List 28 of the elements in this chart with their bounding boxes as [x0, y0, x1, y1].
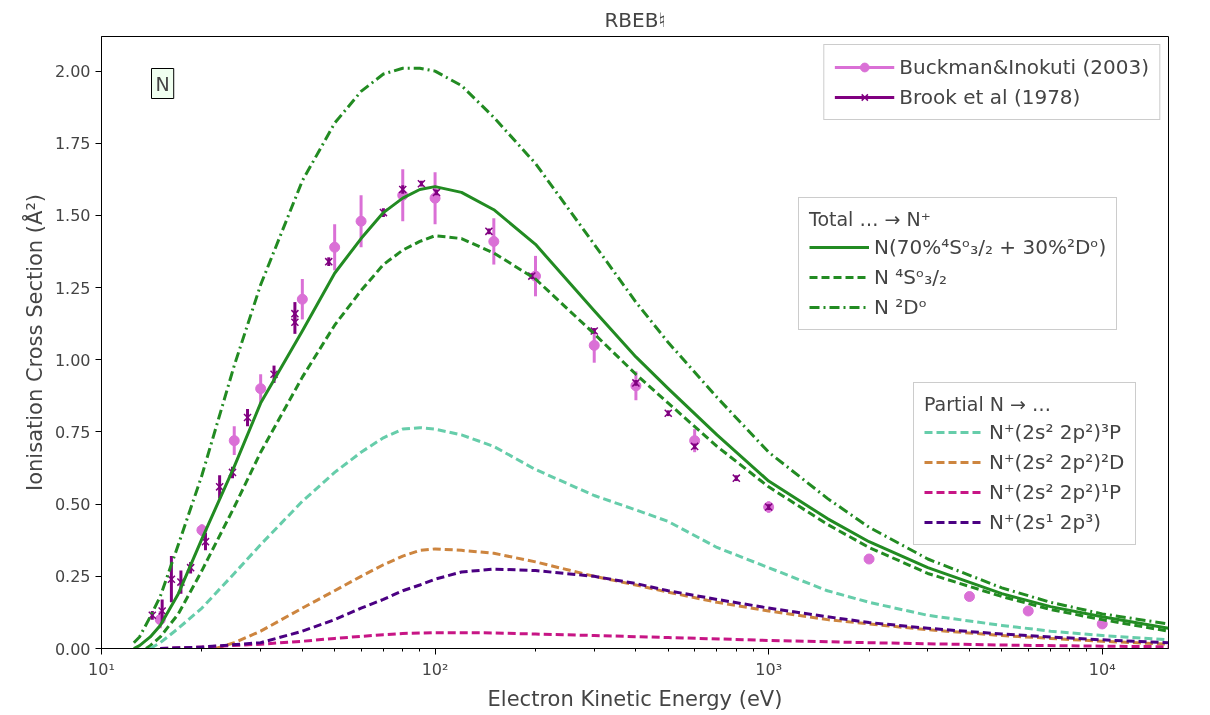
- y-tick-label: 1.00: [54, 350, 91, 370]
- x-tick-label: 10³: [755, 659, 783, 679]
- legend-label: N(70%⁴Sᵒ₃/₂ + 30%²Dᵒ): [874, 235, 1107, 259]
- y-tick-label: 0.00: [54, 639, 91, 659]
- x-axis-title: Electron Kinetic Energy (eV): [487, 686, 783, 711]
- legend-label: N⁺(2s¹ 2p³): [989, 510, 1102, 534]
- legend-label: Buckman&Inokuti (2003): [899, 55, 1149, 79]
- legend-label: N⁺(2s² 2p²)²D: [989, 450, 1125, 474]
- chart-title: RBEB♮: [604, 7, 666, 32]
- legend-label: N ⁴Sᵒ₃/₂: [874, 265, 948, 289]
- legend-label: N ²Dᵒ: [874, 295, 928, 319]
- x-tick-label: 10⁴: [1088, 659, 1116, 679]
- y-tick-label: 0.50: [54, 495, 91, 515]
- y-tick-label: 1.75: [54, 134, 91, 154]
- y-tick-label: 1.50: [54, 206, 91, 226]
- y-tick-label: 0.25: [54, 567, 91, 587]
- y-tick-label: 2.00: [54, 62, 91, 82]
- text: Total … → N⁺: [809, 208, 931, 230]
- legend-label: N⁺(2s² 2p²)³P: [989, 420, 1122, 444]
- legend-label: Brook et al (1978): [899, 85, 1081, 109]
- y-tick-label: 1.25: [54, 278, 91, 298]
- text: Partial N → …: [924, 393, 1051, 415]
- y-tick-label: 0.75: [54, 422, 91, 442]
- y-axis-title: Ionisation Cross Section (Å²): [20, 193, 47, 491]
- x-tick-label: 10²: [421, 659, 449, 679]
- annotation: N: [155, 72, 170, 95]
- x-tick-label: 10¹: [88, 659, 115, 679]
- legend-label: N⁺(2s² 2p²)¹P: [989, 480, 1122, 504]
